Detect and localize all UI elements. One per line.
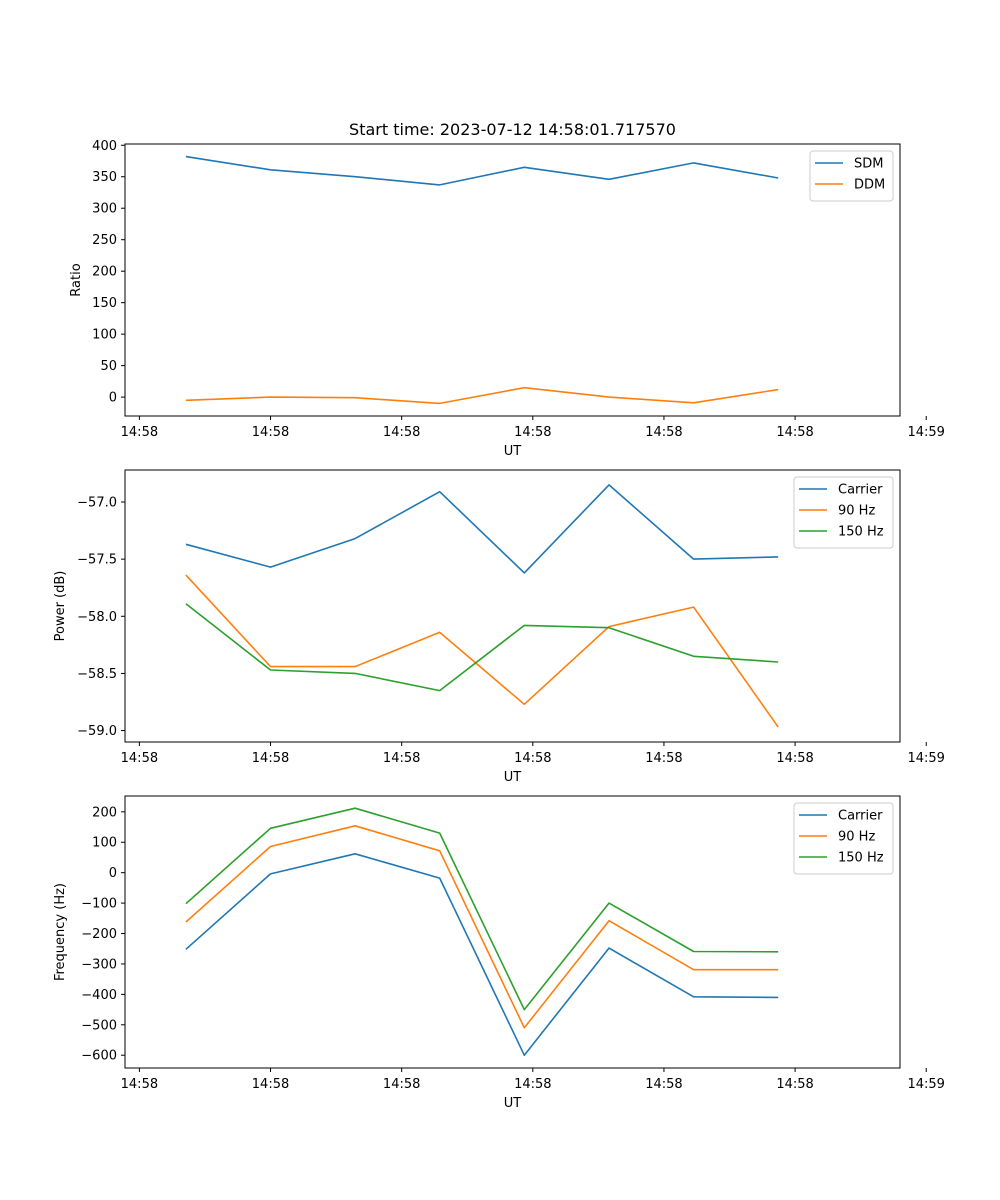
series-line-90-hz <box>185 824 779 1029</box>
series-line-sdm <box>185 155 779 186</box>
legend-label: 90 Hz <box>838 830 875 845</box>
y-axis-label: Frequency (Hz) <box>53 883 68 981</box>
y-tick-label: 200 <box>92 805 117 820</box>
chart-panel-2: 14:58 14:58 14:58 14:58 14:58 14:58 14:59 −59.0… <box>53 469 945 785</box>
x-tick-label: 14:58 <box>121 425 158 440</box>
axes-frame <box>124 795 901 1069</box>
y-tick-label: 350 <box>92 170 117 185</box>
y-tick-label: 250 <box>92 233 117 248</box>
x-tick-label: 14:58 <box>252 425 289 440</box>
axes-frame <box>124 143 901 417</box>
series-line-90-hz <box>185 574 779 728</box>
x-tick-label: 14:58 <box>383 751 420 766</box>
y-tick-label: 100 <box>92 836 117 851</box>
x-tick-label: 14:58 <box>514 1077 551 1092</box>
x-tick-label: 14:58 <box>252 1077 289 1092</box>
y-tick-label: −57.0 <box>77 496 117 511</box>
x-tick-label: 14:58 <box>383 1077 420 1092</box>
y-tick-label: −100 <box>81 897 117 912</box>
x-tick-label: 14:58 <box>121 1077 158 1092</box>
x-tick-label: 14:58 <box>645 425 682 440</box>
legend: Carrier 90 Hz 150 Hz <box>793 802 894 875</box>
legend-label: SDM <box>854 157 883 172</box>
x-tick-label: 14:58 <box>645 1077 682 1092</box>
chart-panel-3: 14:58 14:58 14:58 14:58 14:58 14:58 14:59 −600 −… <box>53 795 945 1111</box>
x-tick-label: 14:58 <box>514 751 551 766</box>
y-axis-label: Ratio <box>69 263 84 296</box>
x-tick-label: 14:58 <box>776 425 813 440</box>
legend: Carrier 90 Hz 150 Hz <box>793 476 894 549</box>
y-tick-label: 300 <box>92 202 117 217</box>
x-tick-label: 14:58 <box>776 1077 813 1092</box>
y-tick-label: 50 <box>100 359 117 374</box>
y-tick-label: 0 <box>109 391 117 406</box>
y-tick-label: 200 <box>92 265 117 280</box>
y-tick-label: −57.5 <box>77 553 117 568</box>
x-tick-label: 14:58 <box>776 751 813 766</box>
legend-label: DDM <box>854 178 885 193</box>
axes-frame <box>124 469 901 743</box>
x-tick-label: 14:58 <box>514 425 551 440</box>
chart-panel-1: Start time: 2023-07-12 14:58:01.717570 14… <box>69 120 945 459</box>
series-line-carrier <box>185 852 779 1056</box>
legend: SDM DDM <box>809 150 894 202</box>
y-tick-label: −300 <box>81 957 117 972</box>
series-line-150-hz <box>185 603 779 692</box>
y-tick-label: −58.5 <box>77 667 117 682</box>
legend-label: Carrier <box>838 809 883 824</box>
x-tick-label: 14:58 <box>383 425 420 440</box>
series-line-150-hz <box>185 807 779 1011</box>
legend-label: Carrier <box>838 483 883 498</box>
y-tick-label: 150 <box>92 296 117 311</box>
legend-label: 150 Hz <box>838 851 884 866</box>
y-tick-label: 0 <box>109 866 117 881</box>
y-tick-label: −58.0 <box>77 610 117 625</box>
x-tick-label: 14:59 <box>907 425 944 440</box>
y-tick-label: 400 <box>92 139 117 154</box>
x-tick-label: 14:59 <box>907 751 944 766</box>
x-tick-label: 14:58 <box>645 751 682 766</box>
x-axis-label: UT <box>504 1096 522 1111</box>
series-line-carrier <box>185 484 779 574</box>
x-axis-label: UT <box>504 770 522 785</box>
legend-label: 150 Hz <box>838 525 884 540</box>
series-line-ddm <box>185 386 779 405</box>
y-tick-label: −59.0 <box>77 724 117 739</box>
x-tick-label: 14:58 <box>121 751 158 766</box>
x-axis-label: UT <box>504 444 522 459</box>
x-tick-label: 14:58 <box>252 751 289 766</box>
y-tick-label: −500 <box>81 1018 117 1033</box>
x-tick-label: 14:59 <box>907 1077 944 1092</box>
legend-label: 90 Hz <box>838 504 875 519</box>
chart-title: Start time: 2023-07-12 14:58:01.717570 <box>349 120 676 139</box>
y-tick-label: 100 <box>92 328 117 343</box>
y-axis-label: Power (dB) <box>53 571 68 642</box>
y-tick-label: −400 <box>81 988 117 1003</box>
y-tick-label: −200 <box>81 927 117 942</box>
y-tick-label: −600 <box>81 1049 117 1064</box>
